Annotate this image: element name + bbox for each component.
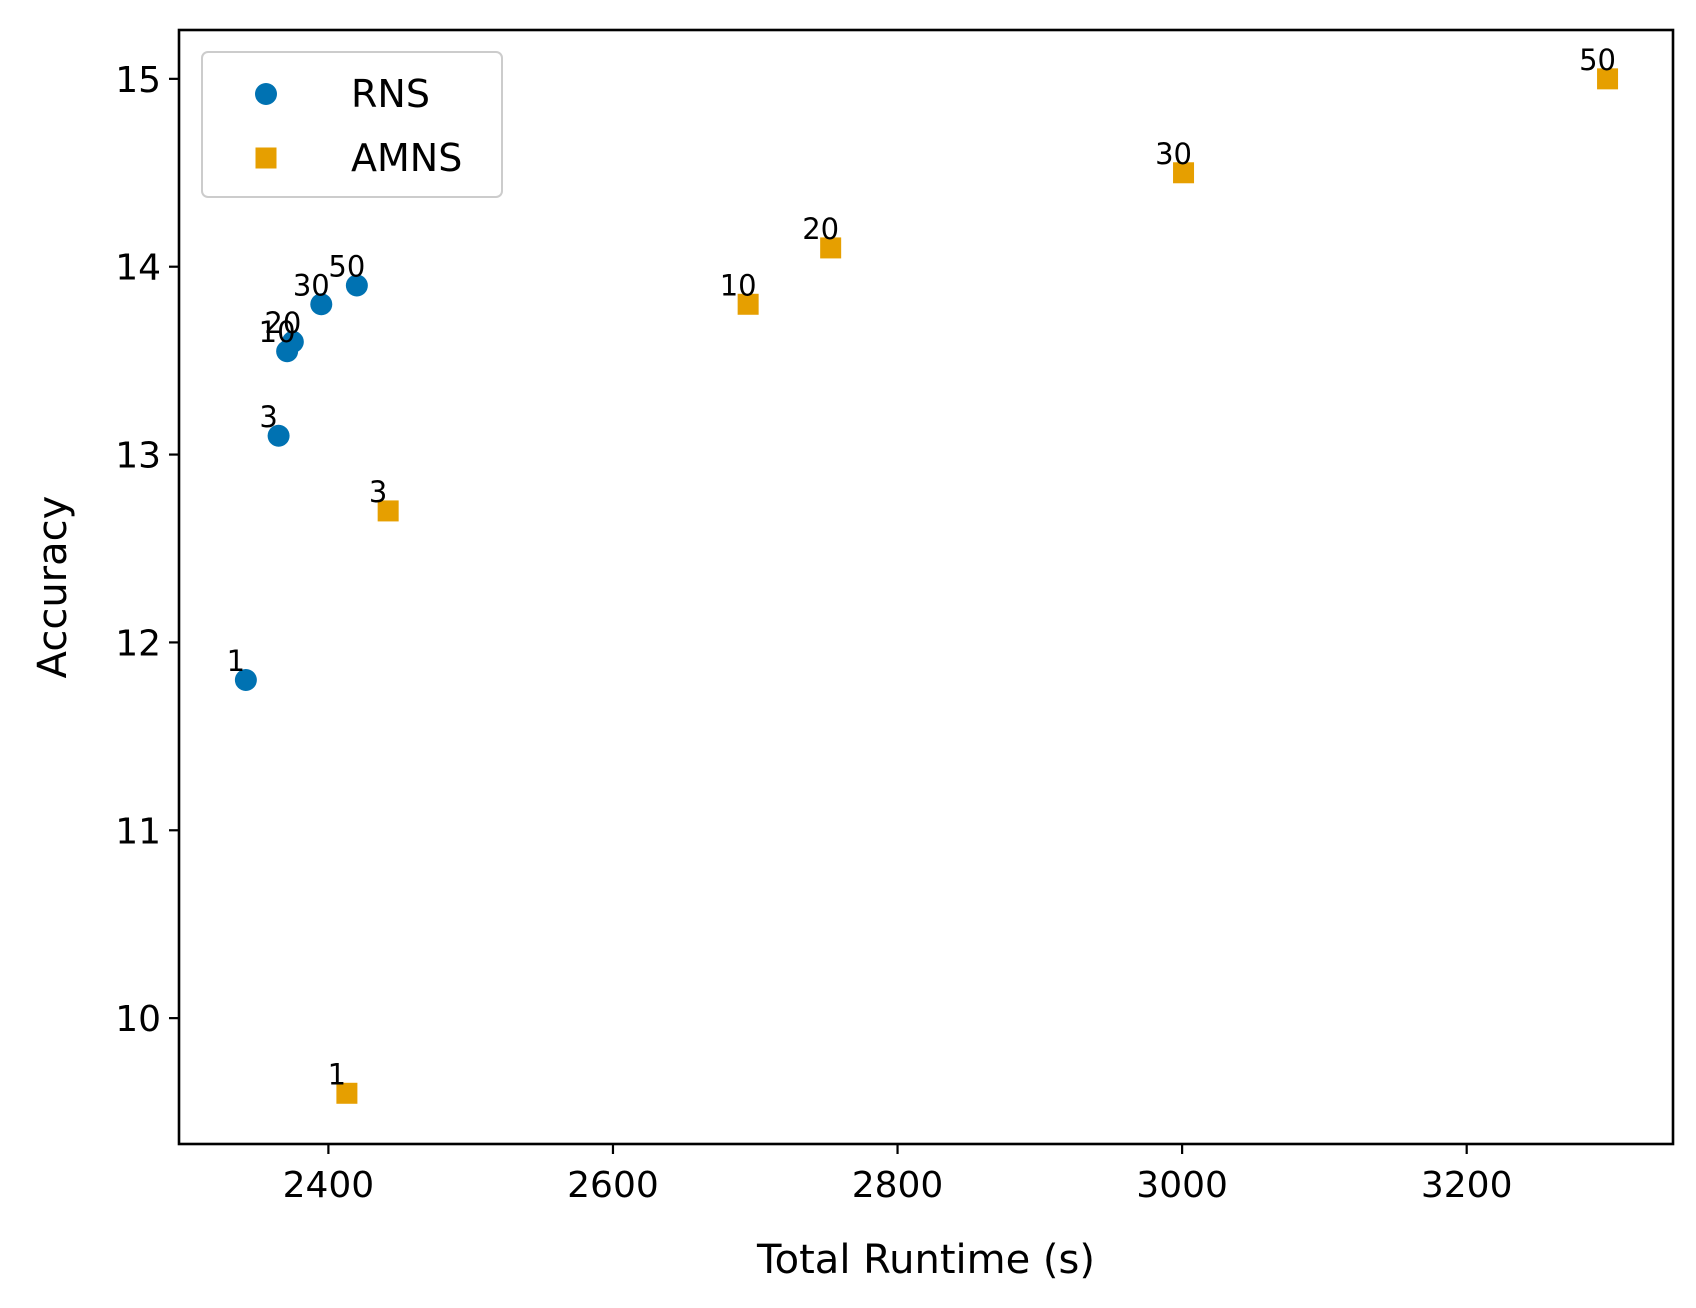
point-amns-50	[1597, 68, 1619, 90]
point-amns-3	[377, 500, 399, 522]
point-rns-1	[234, 668, 257, 691]
y-tick-label: 10	[115, 999, 161, 1040]
x-tick-label: 3000	[1136, 1165, 1228, 1206]
point-label: 1	[227, 644, 245, 678]
x-tick-label: 3200	[1421, 1165, 1513, 1206]
x-axis-ticks: 2400 2600 2800 3000 3200	[283, 1144, 1513, 1206]
legend-marker-rns	[255, 83, 277, 105]
point-rns-50	[345, 274, 368, 297]
x-tick-label: 2800	[852, 1165, 944, 1206]
plot-frame	[177, 28, 1675, 1146]
legend-label-amns: AMNS	[351, 136, 462, 180]
legend-marker-amns	[255, 147, 277, 169]
point-amns-1	[336, 1082, 358, 1104]
point-amns-10	[737, 293, 759, 315]
point-amns-20	[820, 237, 842, 259]
point-label: 10	[259, 315, 296, 349]
legend-box	[201, 51, 503, 198]
x-axis-title: Total Runtime (s)	[756, 1237, 1095, 1283]
point-label: 30	[1155, 137, 1192, 171]
legend-label-rns: RNS	[351, 72, 430, 116]
point-rns-30	[310, 293, 333, 316]
legend: RNS AMNS	[201, 51, 503, 198]
point-label: 1	[328, 1057, 346, 1091]
y-tick-label: 11	[115, 811, 161, 852]
point-rns-20	[281, 330, 304, 353]
point-label: 20	[802, 212, 839, 246]
data-points	[234, 68, 1619, 1104]
y-tick-label: 12	[115, 623, 161, 664]
x-tick-label: 2400	[283, 1165, 375, 1206]
y-tick-label: 13	[115, 436, 161, 477]
point-label: 10	[720, 268, 757, 302]
point-label: 50	[328, 249, 365, 283]
point-label: 3	[369, 475, 387, 509]
y-tick-label: 15	[115, 60, 161, 101]
point-label: 50	[1579, 43, 1616, 77]
y-axis-ticks: 10 11 12 13 14 15	[115, 60, 179, 1040]
point-label: 20	[264, 306, 301, 340]
x-tick-label: 2600	[567, 1165, 659, 1206]
point-rns-3	[267, 424, 290, 447]
y-axis-title: Accuracy	[30, 496, 76, 679]
point-amns-30	[1173, 162, 1195, 184]
point-label: 30	[293, 268, 330, 302]
y-tick-label: 14	[115, 248, 161, 289]
point-label: 3	[259, 400, 277, 434]
